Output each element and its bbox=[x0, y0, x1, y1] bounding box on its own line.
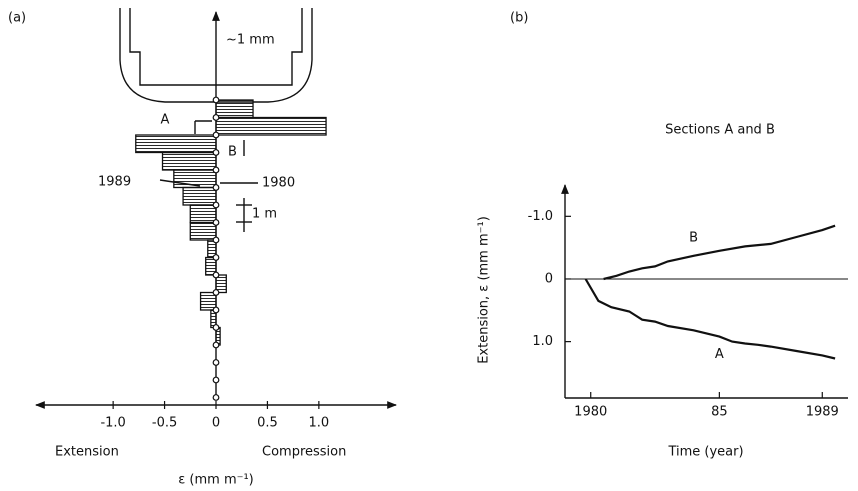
annotation: B bbox=[228, 145, 237, 160]
bar bbox=[199, 291, 217, 311]
bar bbox=[189, 221, 217, 241]
y-tick-label: 0 bbox=[545, 271, 553, 286]
x-axis-label: Time (year) bbox=[667, 445, 743, 460]
gauge-point bbox=[212, 289, 220, 296]
gauge-point bbox=[212, 376, 220, 384]
x-tick-label: 0 bbox=[212, 416, 220, 431]
bar bbox=[173, 169, 217, 189]
bar bbox=[161, 151, 217, 171]
gauge-point bbox=[212, 306, 220, 314]
gauge-point bbox=[212, 271, 220, 279]
annotation: ~1 mm bbox=[226, 33, 275, 48]
x-tick-label: 1.0 bbox=[309, 416, 330, 431]
series-label: A bbox=[715, 347, 724, 362]
gauge-point bbox=[212, 341, 220, 349]
gauge-point bbox=[212, 131, 220, 139]
bar bbox=[215, 116, 327, 136]
x-tick-label: 85 bbox=[711, 405, 728, 420]
x-tick-label: 0.5 bbox=[257, 416, 278, 431]
gauge-point bbox=[212, 254, 220, 261]
gauge-point bbox=[212, 96, 220, 104]
annotation: Compression bbox=[262, 445, 346, 460]
series-line bbox=[603, 224, 836, 281]
chart-title: Sections A and B bbox=[665, 123, 775, 138]
annotation: 1980 bbox=[262, 176, 295, 191]
gauge-point bbox=[212, 149, 220, 156]
series-line bbox=[584, 278, 836, 360]
x-tick-label: -1.0 bbox=[100, 416, 125, 431]
y-tick-label: -1.0 bbox=[528, 209, 553, 224]
bar bbox=[189, 204, 217, 224]
gauge-point bbox=[212, 114, 220, 121]
bar bbox=[205, 256, 217, 276]
annotation: Extension bbox=[55, 445, 119, 460]
x-axis-label: ε (mm m⁻¹) bbox=[178, 473, 254, 488]
annotation: 1 m bbox=[252, 207, 277, 222]
series-label: B bbox=[689, 230, 698, 245]
gauge-point bbox=[212, 201, 220, 209]
gauge-point bbox=[212, 394, 220, 401]
bar bbox=[135, 134, 217, 154]
x-tick-label: 1989 bbox=[806, 405, 839, 420]
annotation: 1989 bbox=[98, 175, 131, 190]
panel-label: (b) bbox=[510, 11, 528, 26]
bar bbox=[215, 99, 254, 119]
gauge-point bbox=[212, 184, 220, 191]
y-tick-label: 1.0 bbox=[532, 334, 553, 349]
gauge-point bbox=[212, 359, 220, 366]
gauge-point bbox=[212, 166, 220, 174]
gauge-point bbox=[212, 324, 220, 331]
gauge-point bbox=[212, 219, 220, 226]
bar bbox=[182, 186, 217, 206]
x-tick-label: 1980 bbox=[574, 405, 607, 420]
x-tick-label: -0.5 bbox=[152, 416, 177, 431]
gauge-point bbox=[212, 236, 220, 244]
bar bbox=[215, 274, 227, 294]
panel-label: (a) bbox=[8, 11, 26, 26]
annotation: A bbox=[161, 113, 170, 128]
y-axis-label: Extension, ε (mm m⁻¹) bbox=[477, 216, 492, 364]
